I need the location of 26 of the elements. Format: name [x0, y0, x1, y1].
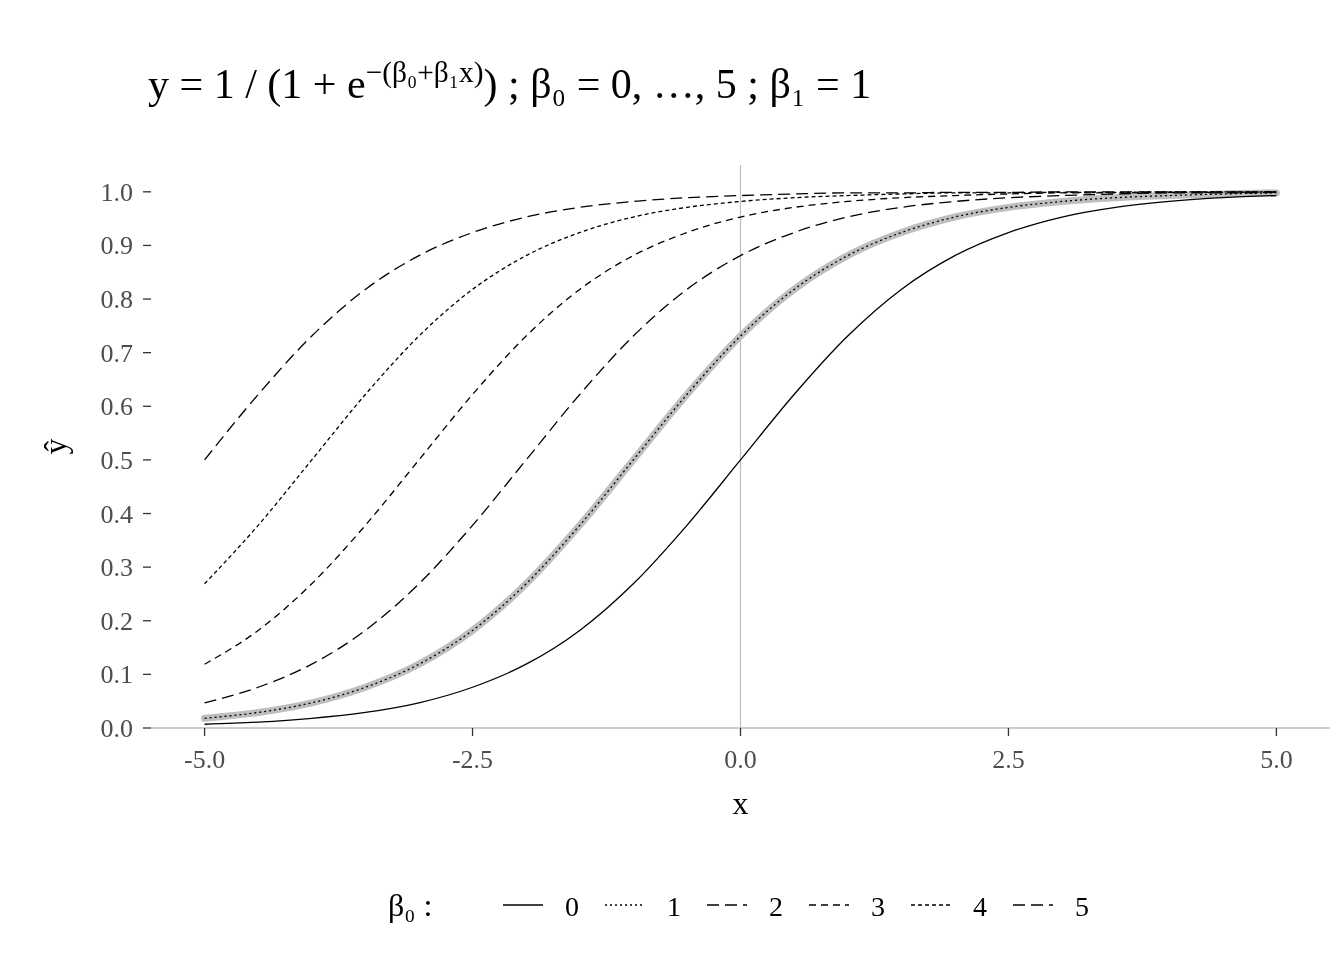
chart-title: y = 1 / (1 + e$^{−(β₀+β₁x)}$) ; β₀ = 0, …, 5 ; β₁ = 1 [148, 56, 872, 108]
y-tick-label: 0.3 [100, 553, 133, 583]
x-tick-label: 0.0 [724, 745, 757, 774]
y-tick-label: 1.0 [100, 177, 133, 207]
x-tick-label: 5.0 [1260, 745, 1293, 774]
legend-label: 5 [1075, 891, 1089, 922]
y-tick-label: 0.5 [100, 445, 133, 475]
y-tick-label: 0.9 [100, 231, 133, 261]
x-tick-label: -5.0 [184, 745, 226, 774]
x-tick-label: -2.5 [451, 745, 494, 774]
y-tick-label: 0.7 [100, 338, 133, 368]
legend-label: 2 [769, 891, 783, 922]
legend-title: β₀ : [388, 887, 433, 923]
y-axis-title: ŷ [37, 438, 73, 455]
y-tick-label: 0.2 [100, 606, 133, 636]
legend-label: 1 [667, 891, 681, 922]
y-tick-label: 0.8 [100, 285, 133, 315]
legend-label: 0 [565, 891, 579, 922]
legend-label: 4 [973, 891, 987, 922]
y-tick-label: 0.1 [100, 660, 133, 690]
y-tick-label: 0.4 [100, 499, 133, 529]
x-axis-title: x [732, 785, 749, 821]
y-tick-label: 0.0 [100, 714, 133, 743]
y-tick-label: 0.6 [100, 392, 133, 422]
legend-label: 3 [871, 891, 885, 922]
x-tick-label: 2.5 [992, 745, 1025, 774]
